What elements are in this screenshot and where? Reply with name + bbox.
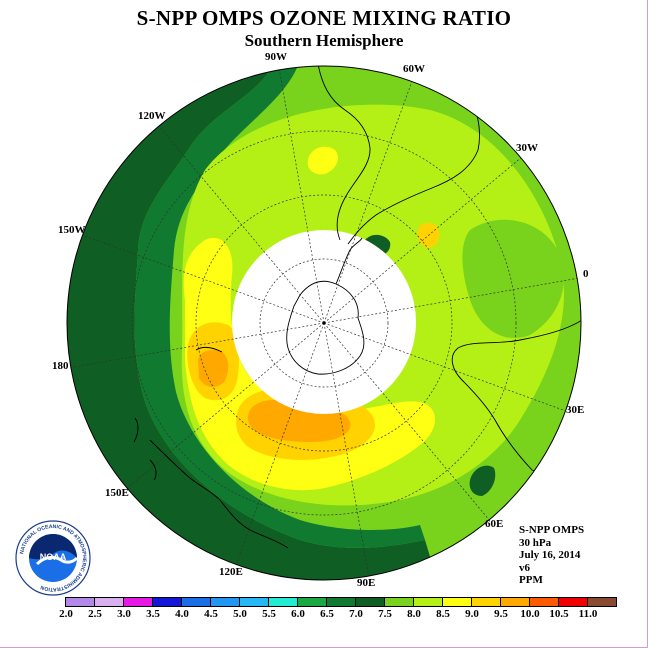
info-date: July 16, 2014 (519, 549, 581, 561)
colorbar-tick-label: 3.5 (146, 608, 160, 620)
colorbar-swatch (297, 597, 327, 607)
colorbar-tick-label: 9.5 (494, 608, 508, 620)
colorbar-swatch (587, 597, 617, 607)
lon-label-90e: 90E (357, 577, 376, 589)
meridian-line (323, 157, 522, 324)
meridian-line (323, 322, 369, 577)
meridians (70, 69, 578, 577)
africa-coast (451, 319, 581, 479)
colorbar-tick-label: 10.5 (549, 608, 569, 620)
colorbar-tick-label: 11.0 (578, 608, 598, 620)
info-instrument: S-NPP OMPS (519, 524, 585, 536)
colorbar-swatch (123, 597, 153, 607)
graticule (131, 130, 517, 516)
lon-label-150w: 150W (58, 224, 86, 236)
colorbar-swatch (210, 597, 240, 607)
colorbar-tick-label: 9.0 (465, 608, 479, 620)
lon-label-60e: 60E (485, 518, 504, 530)
south-america-coast (317, 66, 481, 245)
logo-text: NOAA (40, 552, 67, 562)
colorbar-tick-label: 7.0 (349, 608, 363, 620)
meridian-line (279, 69, 325, 324)
colorbar-ticks: 2.0 2.5 3.0 3.5 4.0 4.5 5.0 5.5 6.0 6.5 7.0 7.5 8.0 8… (0, 608, 647, 622)
colorbar-swatch (558, 597, 588, 607)
meridian-line (235, 322, 325, 565)
colorbar-swatch (384, 597, 414, 607)
colorbar-tick-label: 8.5 (436, 608, 450, 620)
meridian-line (323, 81, 413, 324)
colorbar-swatch (152, 597, 182, 607)
colorbar-swatch (181, 597, 211, 607)
field-95-west (198, 350, 229, 387)
colorbar-swatch (471, 597, 501, 607)
field-dark-spot-1 (469, 465, 496, 496)
noaa-logo: NATIONAL OCEANIC AND ATMOSPHERIC ADMINIS… (15, 520, 91, 596)
field-dark-west (67, 66, 440, 580)
colorbar-tick-label: 6.0 (291, 608, 305, 620)
colorbar-tick-label: 4.0 (175, 608, 189, 620)
colorbar-swatch (268, 597, 298, 607)
info-version: v6 (519, 561, 530, 574)
meridian-line (323, 322, 490, 521)
colorbar-tick-label: 5.5 (262, 608, 276, 620)
antarctic-peninsula (335, 237, 363, 285)
colorbar-swatch (529, 597, 559, 607)
lon-label-120w: 120W (138, 110, 166, 122)
meridian-line (126, 322, 325, 489)
colorbar-swatch (326, 597, 356, 607)
meridian-line (323, 278, 578, 324)
lon-label-30e: 30E (566, 404, 585, 416)
meridian-line (323, 322, 566, 412)
map-subtitle: Southern Hemisphere (244, 31, 404, 50)
south-pole (322, 321, 326, 325)
lon-label-90w: 90W (265, 51, 287, 63)
lon-label-0: 0 (583, 268, 589, 280)
new-zealand-coast (133, 417, 157, 481)
lon-label-120e: 120E (219, 566, 243, 578)
meridian-line (158, 125, 325, 324)
colorbar-swatch (413, 597, 443, 607)
colorbar-swatch (355, 597, 385, 607)
lon-label-60w: 60W (403, 63, 425, 75)
colorbar-tick-label: 6.5 (320, 608, 334, 620)
australia-coast (149, 346, 289, 549)
map-title: S-NPP OMPS OZONE MIXING RATIO (136, 6, 512, 30)
coastlines (133, 66, 581, 549)
lon-label-150e: 150E (105, 487, 129, 499)
meridian-line (70, 322, 325, 368)
colorbar-swatch (239, 597, 269, 607)
colorbar-tick-label: 4.5 (204, 608, 218, 620)
colorbar-swatch (500, 597, 530, 607)
meridian-line (82, 234, 325, 324)
field-75-ne (462, 219, 564, 339)
colorbar-tick-label: 3.0 (117, 608, 131, 620)
field-85-north (307, 146, 339, 175)
map-border (66, 65, 582, 581)
colorbar-tick-label: 5.0 (233, 608, 247, 620)
info-level: 30 hPa (519, 536, 552, 549)
info-units: PPM (519, 574, 543, 586)
colorbar-swatch (94, 597, 124, 607)
lon-label-30w: 30W (516, 142, 538, 154)
lon-label-180: 180 (52, 360, 69, 372)
colorbar-tick-label: 7.5 (378, 608, 392, 620)
colorbar-tick-label: 8.0 (407, 608, 421, 620)
colorbar-tick-label: 2.0 (59, 608, 73, 620)
colorbar-tick-label: 2.5 (88, 608, 102, 620)
colorbar-swatch (65, 597, 95, 607)
info-block: S-NPP OMPS 30 hPa July 16, 2014 v6 PPM (519, 524, 584, 587)
colorbar-swatch (442, 597, 472, 607)
colorbar-tick-label: 10.0 (520, 608, 540, 620)
